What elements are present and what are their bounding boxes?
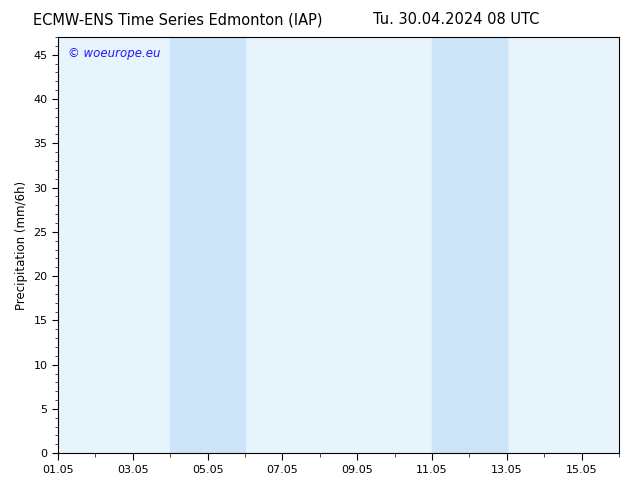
Text: ECMW-ENS Time Series Edmonton (IAP): ECMW-ENS Time Series Edmonton (IAP) — [33, 12, 322, 27]
Bar — [432, 37, 507, 453]
Text: © woeurope.eu: © woeurope.eu — [68, 48, 160, 60]
Y-axis label: Precipitation (mm/6h): Precipitation (mm/6h) — [15, 180, 28, 310]
Bar — [171, 37, 245, 453]
Text: Tu. 30.04.2024 08 UTC: Tu. 30.04.2024 08 UTC — [373, 12, 540, 27]
